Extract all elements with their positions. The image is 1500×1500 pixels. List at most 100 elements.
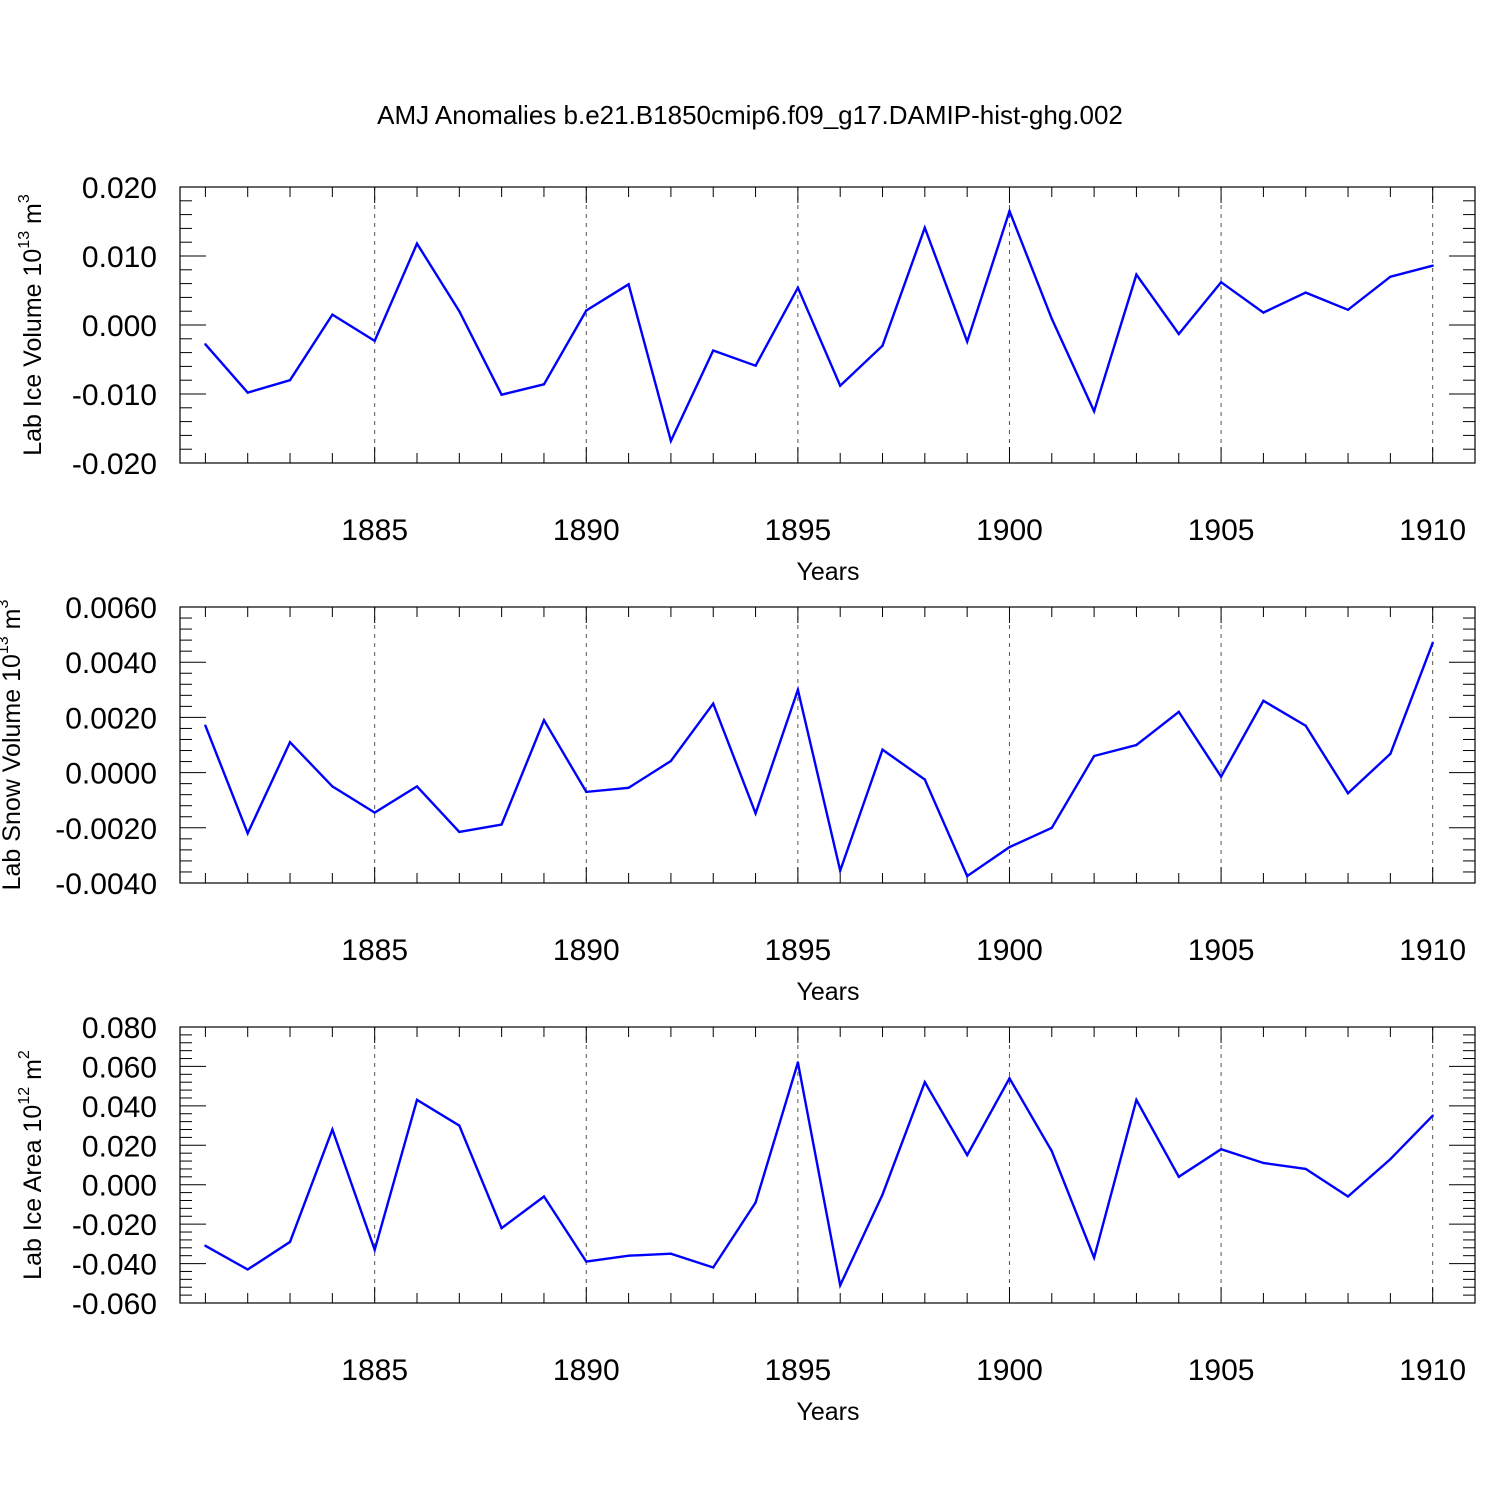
y-tick-label: 0.0060 <box>65 592 157 625</box>
data-point <box>1262 311 1265 314</box>
data-point <box>796 1061 800 1064</box>
data-point <box>585 1260 588 1263</box>
data-point <box>458 1124 461 1127</box>
data-point <box>881 748 884 751</box>
data-point <box>1092 754 1096 758</box>
data-point <box>923 1081 927 1084</box>
chart-title: AMJ Anomalies b.e21.B1850cmip6.f09_g17.D… <box>377 100 1123 130</box>
data-point <box>1304 724 1307 727</box>
data-point <box>500 1226 503 1230</box>
data-point <box>965 1153 969 1157</box>
data-point <box>331 785 334 788</box>
y-tick-label: 0.000 <box>82 1170 157 1203</box>
x-tick-label: 1905 <box>1188 1354 1255 1387</box>
y-axis-label: Lab Ice Volume 1013 m3 <box>16 194 47 456</box>
y-tick-label: 0.060 <box>82 1051 157 1084</box>
data-point <box>1346 792 1350 795</box>
y-tick-label: -0.040 <box>72 1249 157 1282</box>
data-point <box>246 1268 249 1271</box>
y-tick-label: 0.010 <box>82 241 157 274</box>
x-tick-label: 1890 <box>553 1354 620 1387</box>
x-tick-label: 1885 <box>341 514 408 547</box>
y-tick-label: -0.060 <box>72 1288 157 1321</box>
y-tick-label: 0.0040 <box>65 647 157 680</box>
data-point <box>331 313 334 316</box>
data-point <box>204 724 207 727</box>
data-point <box>1050 1150 1053 1153</box>
data-point <box>1431 1114 1434 1117</box>
data-point <box>1346 308 1350 312</box>
y-tick-label: 0.020 <box>82 172 157 205</box>
data-point <box>1135 1098 1138 1102</box>
data-point <box>458 830 461 834</box>
x-tick-label: 1895 <box>765 1354 832 1387</box>
x-tick-label: 1910 <box>1399 1354 1466 1387</box>
x-tick-label: 1895 <box>765 934 832 967</box>
data-point <box>1219 775 1223 778</box>
data-point <box>1177 1175 1180 1179</box>
data-point <box>1008 209 1011 213</box>
data-point <box>754 812 757 815</box>
data-point <box>1092 1256 1096 1259</box>
data-point <box>1135 273 1138 276</box>
x-tick-label: 1885 <box>341 934 408 967</box>
data-point <box>1389 752 1392 756</box>
data-point <box>923 778 927 781</box>
data-point <box>1304 1167 1307 1171</box>
data-point <box>415 785 419 788</box>
x-tick-label: 1900 <box>976 1354 1043 1387</box>
data-point <box>288 1240 292 1244</box>
x-tick-label: 1910 <box>1399 934 1466 967</box>
panel-1: -0.020 -0.010 0.000 0.010 0.020 1885 1890 1895 1… <box>16 172 1476 586</box>
data-point <box>500 393 503 396</box>
data-point <box>1346 1195 1350 1198</box>
data-point <box>500 823 503 826</box>
y-tick-label: 0.020 <box>82 1130 157 1163</box>
y-tick-label: -0.0020 <box>55 813 157 846</box>
x-tick-label: 1895 <box>765 514 832 547</box>
data-point <box>1092 410 1096 413</box>
data-point <box>627 1254 630 1257</box>
data-point <box>712 702 715 705</box>
data-point <box>923 226 927 229</box>
x-tick-label: 1890 <box>553 934 620 967</box>
data-point <box>838 1284 842 1287</box>
data-point <box>373 1248 376 1251</box>
data-point <box>838 869 842 872</box>
data-point <box>1050 826 1053 829</box>
y-axis-label: Lab Ice Area 1012 m2 <box>16 1050 47 1280</box>
data-point <box>246 391 249 394</box>
y-tick-label: -0.020 <box>72 1209 157 1242</box>
data-point <box>669 759 673 763</box>
data-point <box>373 339 376 343</box>
y-tick-label: -0.010 <box>72 379 157 412</box>
data-point <box>1177 332 1180 336</box>
data-point <box>1262 699 1265 703</box>
data-point <box>288 741 292 744</box>
data-point <box>838 384 842 387</box>
data-point <box>881 344 884 347</box>
data-point <box>754 364 757 367</box>
y-tick-label: -0.020 <box>72 448 157 481</box>
data-point <box>669 439 673 443</box>
y-tick-label: 0.040 <box>82 1091 157 1124</box>
series-line <box>204 1062 1434 1290</box>
x-tick-label: 1905 <box>1188 934 1255 967</box>
data-point <box>1431 264 1434 267</box>
y-axis-label: Lab Snow Volume 1013 m3 <box>0 600 26 891</box>
data-point <box>1008 845 1011 849</box>
data-point <box>1304 291 1307 294</box>
data-point <box>331 1128 334 1131</box>
data-point <box>754 1201 757 1204</box>
x-axis-label: Years <box>796 558 859 586</box>
data-point <box>458 310 461 313</box>
x-tick-label: 1890 <box>553 514 620 547</box>
data-point <box>627 283 630 286</box>
data-point <box>1219 281 1223 284</box>
data-point <box>1008 1077 1011 1080</box>
data-point <box>1177 710 1180 714</box>
series-line <box>204 207 1434 445</box>
data-point <box>965 874 969 878</box>
data-point <box>204 343 207 346</box>
